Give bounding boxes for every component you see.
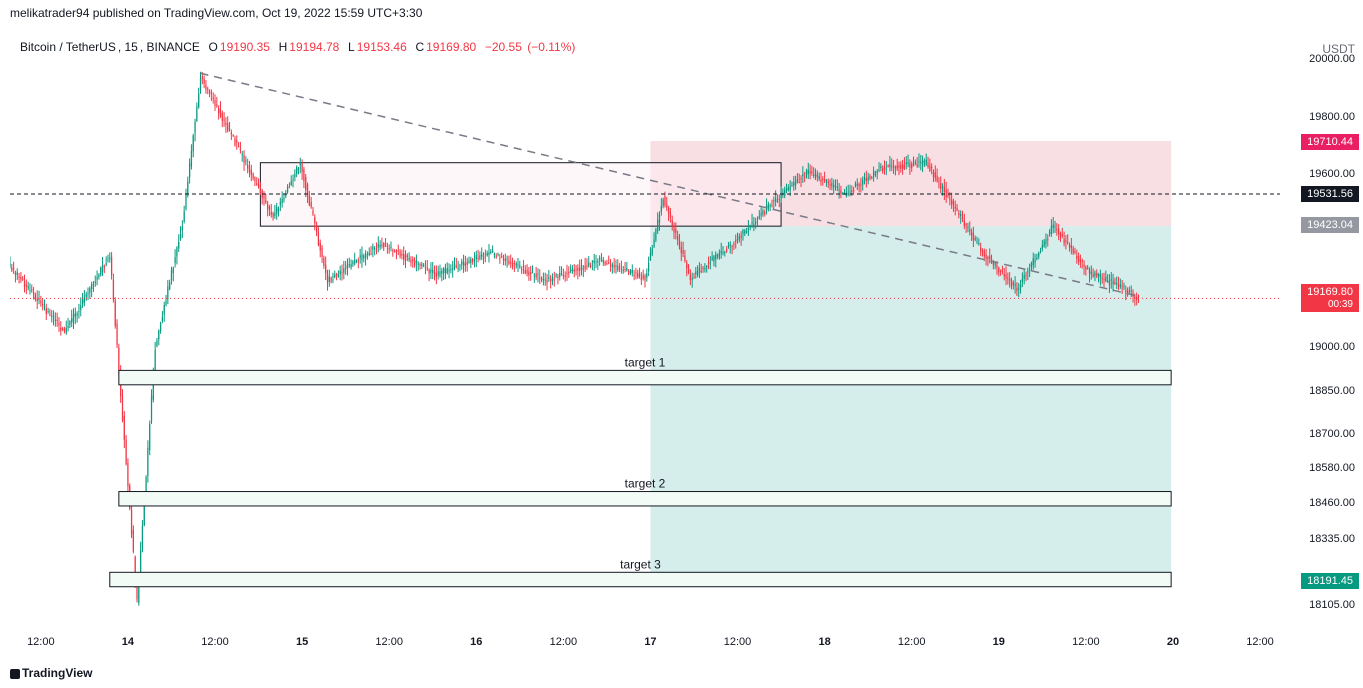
x-tick: 12:00: [27, 636, 55, 648]
y-tick: 18105.00: [1309, 599, 1355, 611]
x-tick: 12:00: [375, 636, 403, 648]
y-tick: 19600.00: [1309, 168, 1355, 180]
svg-text:target 2: target 2: [625, 477, 666, 491]
y-tick: 18335.00: [1309, 533, 1355, 545]
x-tick: 12:00: [724, 636, 752, 648]
x-tick: 12:00: [550, 636, 578, 648]
x-tick: 12:00: [201, 636, 229, 648]
x-tick: 19: [993, 636, 1005, 648]
x-tick: 16: [470, 636, 482, 648]
x-tick: 17: [644, 636, 656, 648]
chart-svg: target 1 target 2 target 3: [10, 30, 1280, 630]
y-tick: 19800.00: [1309, 111, 1355, 123]
svg-text:target 1: target 1: [625, 355, 666, 369]
tradingview-logo: TradingView: [10, 666, 92, 680]
svg-text:target 3: target 3: [620, 557, 661, 571]
x-tick: 14: [122, 636, 134, 648]
x-axis: 12:00 14 12:00 15 12:00 16 12:00 17 12:00 18 12:00…: [10, 630, 1280, 650]
x-tick: 18: [818, 636, 830, 648]
y-price-tag: 19169.8000:39: [1301, 284, 1359, 312]
x-tick: 12:00: [1246, 636, 1274, 648]
x-tick: 12:00: [898, 636, 926, 648]
y-tick: 18850.00: [1309, 385, 1355, 397]
y-tick: 20000.00: [1309, 53, 1355, 65]
y-tick: 18460.00: [1309, 497, 1355, 509]
symbol-info: Bitcoin / TetherUS, 15, BINANCE O19190.3…: [20, 40, 577, 54]
y-tick: 19000.00: [1309, 341, 1355, 353]
y-price-tag: 19423.04: [1301, 217, 1359, 233]
x-tick: 15: [296, 636, 308, 648]
y-price-tag: 19531.56: [1301, 186, 1359, 202]
x-tick: 12:00: [1072, 636, 1100, 648]
y-tick: 18700.00: [1309, 428, 1355, 440]
tv-logo-icon: [10, 669, 20, 679]
chart-area[interactable]: Bitcoin / TetherUS, 15, BINANCE O19190.3…: [10, 30, 1280, 630]
y-price-tag: 19710.44: [1301, 134, 1359, 150]
y-tick: 18580.00: [1309, 462, 1355, 474]
publish-line: melikatrader94 published on TradingView.…: [10, 6, 422, 20]
x-tick: 20: [1167, 636, 1179, 648]
y-axis: 20000.00 19800.00 19600.00 19000.00 18850.00…: [1280, 30, 1363, 630]
y-price-tag: 18191.45: [1301, 573, 1359, 589]
